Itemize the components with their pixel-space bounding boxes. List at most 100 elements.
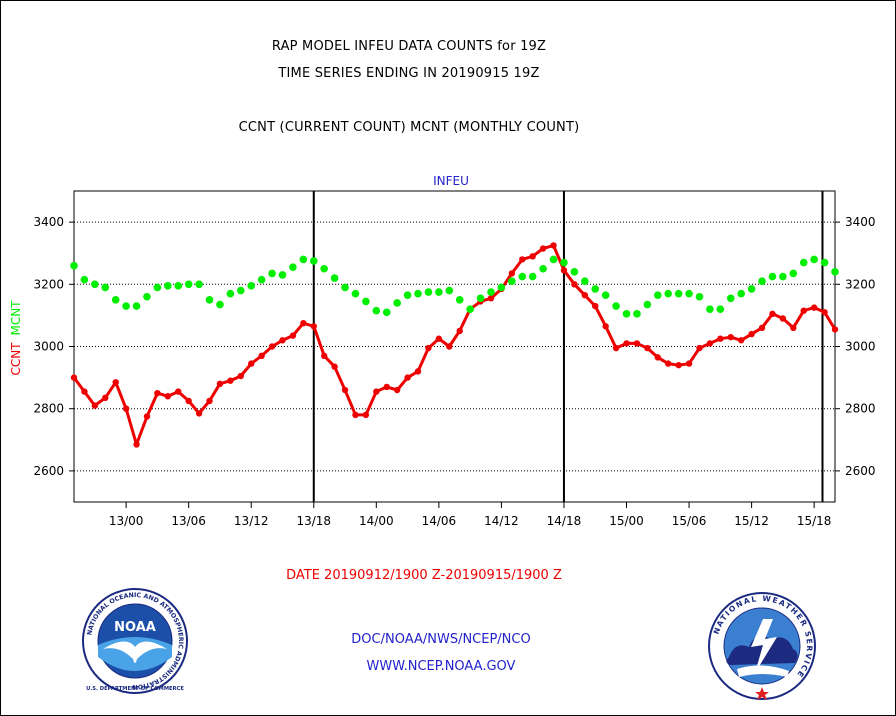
data-point-ccnt	[185, 397, 192, 405]
data-point-mcnt	[581, 277, 589, 285]
y-tick-label-right: 2800	[845, 402, 876, 416]
data-point-ccnt	[456, 327, 463, 335]
data-point-ccnt	[831, 326, 839, 333]
chart-title-line1: RAP MODEL INFEU DATA COUNTS for 19Z	[271, 39, 547, 54]
data-point-mcnt	[289, 263, 297, 271]
data-point-mcnt	[726, 294, 735, 303]
data-point-mcnt	[612, 302, 620, 310]
data-point-ccnt	[779, 315, 787, 322]
data-point-mcnt	[330, 274, 339, 282]
data-point-ccnt	[414, 368, 422, 375]
data-point-ccnt	[216, 380, 224, 388]
chart-title-line2: TIME SERIES ENDING IN 20190915 19Z	[278, 66, 540, 81]
data-point-ccnt	[352, 411, 359, 419]
data-point-ccnt	[164, 393, 172, 400]
data-point-ccnt	[675, 361, 682, 369]
data-point-ccnt	[571, 281, 578, 288]
data-point-ccnt	[800, 307, 807, 314]
data-point-ccnt	[81, 388, 88, 395]
data-point-ccnt	[268, 343, 276, 350]
data-point-mcnt	[143, 292, 151, 301]
data-point-ccnt	[769, 310, 776, 318]
data-point-ccnt	[810, 304, 818, 311]
data-point-mcnt	[382, 308, 391, 317]
data-point-mcnt	[424, 288, 433, 296]
data-point-ccnt	[310, 323, 317, 330]
data-point-ccnt	[195, 410, 203, 417]
data-point-mcnt	[278, 271, 287, 279]
data-point-ccnt	[102, 394, 109, 402]
data-point-mcnt	[414, 289, 422, 298]
data-point-mcnt	[779, 272, 787, 281]
data-point-ccnt	[748, 330, 755, 338]
data-point-ccnt	[633, 340, 641, 347]
x-axis-label: DATE 20190912/1900 Z-20190915/1900 Z	[286, 568, 562, 583]
data-point-mcnt	[591, 285, 600, 293]
data-point-ccnt	[644, 344, 651, 352]
data-point-mcnt	[476, 294, 485, 303]
data-point-ccnt	[331, 363, 338, 370]
data-point-mcnt	[549, 255, 558, 264]
x-tick-label: 14/00	[359, 514, 394, 528]
data-point-ccnt	[435, 335, 443, 342]
data-point-ccnt	[758, 324, 766, 332]
data-point-ccnt	[237, 372, 244, 380]
data-point-mcnt	[268, 269, 276, 278]
nws-logo: NATIONAL WEATHER SERVICE	[708, 592, 816, 700]
data-point-ccnt	[696, 344, 703, 352]
data-point-mcnt	[174, 282, 183, 290]
data-point-ccnt	[737, 337, 745, 344]
x-tick-label: 13/18	[296, 514, 331, 528]
data-point-ccnt	[560, 267, 568, 274]
data-point-mcnt	[737, 289, 745, 298]
x-tick-label: 13/12	[234, 514, 269, 528]
data-point-ccnt	[227, 377, 234, 384]
data-point-mcnt	[455, 296, 464, 304]
panel-title: INFEU	[433, 174, 469, 188]
y-tick-label-left: 2800	[33, 402, 64, 416]
data-point-mcnt	[497, 283, 506, 292]
data-point-mcnt	[570, 268, 579, 276]
data-point-mcnt	[789, 269, 798, 278]
data-point-mcnt	[622, 310, 631, 318]
data-point-mcnt	[831, 268, 839, 276]
data-point-ccnt	[508, 270, 516, 277]
footer-url[interactable]: WWW.NCEP.NOAA.GOV	[366, 659, 516, 674]
y-tick-label-left: 2600	[33, 464, 64, 478]
data-point-mcnt	[111, 296, 120, 304]
data-point-mcnt	[132, 302, 141, 310]
data-point-mcnt	[528, 272, 537, 281]
footer-org: DOC/NOAA/NWS/NCEP/NCO	[351, 632, 531, 647]
data-point-mcnt	[685, 289, 693, 298]
data-point-ccnt	[790, 324, 797, 332]
data-point-mcnt	[247, 282, 256, 290]
data-point-mcnt	[236, 286, 245, 295]
data-point-ccnt	[122, 405, 130, 412]
x-tick-label: 13/00	[109, 514, 144, 528]
data-point-ccnt	[383, 383, 390, 391]
data-point-ccnt	[143, 413, 151, 420]
data-point-ccnt	[821, 309, 828, 316]
y-tick-label-left: 3200	[33, 277, 64, 291]
data-point-mcnt	[539, 264, 547, 273]
data-point-ccnt	[258, 352, 265, 360]
data-point-mcnt	[435, 288, 443, 296]
series-layer	[70, 242, 839, 448]
y-tick-label-right: 3000	[845, 340, 876, 354]
data-point-ccnt	[581, 291, 589, 299]
x-tick-label: 15/06	[672, 514, 707, 528]
data-point-mcnt	[184, 280, 193, 289]
day-boundaries	[312, 191, 824, 502]
data-point-mcnt	[205, 296, 214, 304]
data-point-mcnt	[706, 305, 714, 313]
x-tick-label: 15/00	[609, 514, 644, 528]
data-point-mcnt	[747, 285, 756, 293]
data-point-ccnt	[727, 333, 734, 341]
chart-title-line3: CCNT (CURRENT COUNT) MCNT (MONTHLY COUNT…	[238, 120, 580, 135]
y-label-ccnt: CCNT	[9, 342, 23, 376]
data-point-ccnt	[612, 344, 620, 352]
data-point-ccnt	[362, 411, 370, 419]
noaa-logo-text: NOAA	[114, 620, 156, 635]
data-point-mcnt	[445, 286, 454, 295]
